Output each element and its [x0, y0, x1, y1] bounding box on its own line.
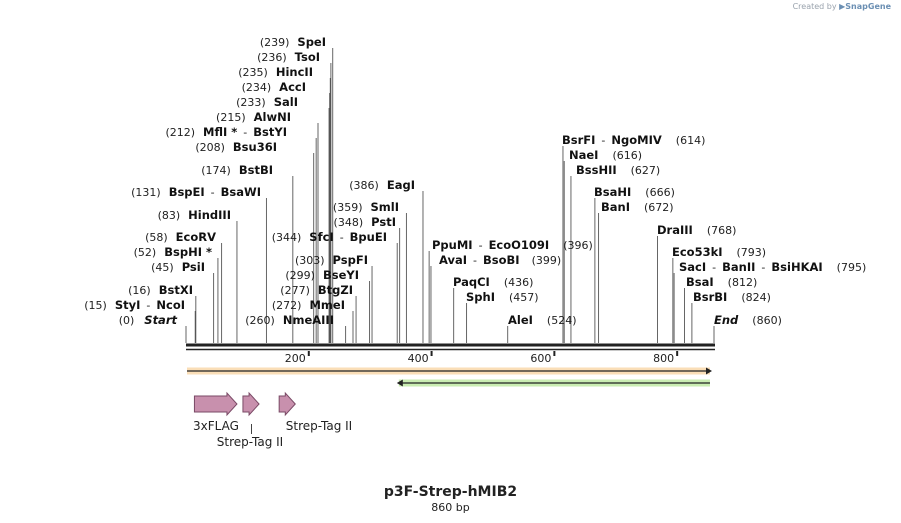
- ruler-ticks: 200 400 600 800: [285, 351, 679, 365]
- site-label: (235) HincII: [238, 65, 313, 79]
- site-label: AvaI - BsoBI (399): [439, 253, 561, 267]
- site-label: BsaI (812): [686, 275, 757, 289]
- feature-arrow: [242, 391, 260, 417]
- plasmid-name: p3F-Strep-hMIB2: [383, 484, 518, 500]
- site-label: (174) BstBI: [201, 163, 273, 177]
- site-label: (16) BstXI: [128, 283, 193, 297]
- feature-label-3xflag: 3xFLAG: [193, 419, 239, 433]
- site-label: (83) HindIII: [158, 208, 231, 222]
- site-label: Eco53kI (793): [672, 245, 766, 259]
- site-label: (348) PstI: [334, 215, 396, 229]
- site-leaders: [185, 48, 715, 343]
- snapgene-logo-icon: ▶: [839, 2, 846, 11]
- ruler-tick-label: 600: [530, 352, 551, 365]
- site-label: DraIII (768): [657, 223, 736, 237]
- feature-label-strep-tag-2: Strep-Tag II: [286, 419, 352, 433]
- ruler-tick-label: 200: [285, 352, 306, 365]
- feature-label-strep-tag-1: Strep-Tag II: [217, 435, 283, 449]
- site-label: (272) MmeI: [272, 298, 345, 312]
- site-label: (233) SalI: [236, 95, 298, 109]
- site-label: (239) SpeI: [260, 35, 326, 49]
- watermark-brand: SnapGene: [845, 2, 891, 11]
- site-label: (208) Bsu36I: [195, 140, 277, 154]
- site-labels: (239) SpeI (236) TsoI (235) HincII (234) Acc…: [84, 35, 866, 327]
- watermark-prefix: Created by: [792, 2, 837, 11]
- site-label: (215) AlwNI: [216, 110, 291, 124]
- site-label-end: End (860): [714, 313, 782, 327]
- site-label: (45) PsiI: [151, 260, 205, 274]
- site-label: (15) StyI - NcoI: [84, 298, 185, 312]
- site-label: (344) SfcI - BpuEI: [272, 230, 387, 244]
- site-label: (277) BtgZI: [280, 283, 353, 297]
- site-label: BsaHI (666): [594, 185, 675, 199]
- site-label: (236) TsoI: [257, 50, 320, 64]
- plasmid-length: 860 bp: [431, 501, 470, 514]
- site-label: BsrBI (824): [693, 290, 771, 304]
- site-label: (303) PspFI: [295, 253, 368, 267]
- snapgene-watermark: Created by ▶SnapGene: [793, 2, 891, 11]
- site-label: (131) BspEI - BsaWI: [131, 185, 261, 199]
- site-label: BanI (672): [601, 200, 674, 214]
- site-label: NaeI (616): [569, 148, 642, 162]
- site-label: (234) AccI: [242, 80, 306, 94]
- orf-arrows: [187, 367, 712, 387]
- site-label: BsrFI - NgoMIV (614): [562, 133, 705, 147]
- site-label: (212) MflI * - BstYI: [165, 125, 287, 139]
- orf-arrowhead: [706, 367, 712, 375]
- site-label: BssHII (627): [576, 163, 660, 177]
- site-label: SphI (457): [466, 290, 539, 304]
- site-label: (386) EagI: [349, 178, 415, 192]
- site-label: PaqCI (436): [453, 275, 533, 289]
- feature-arrow: [278, 391, 296, 417]
- site-label: (52) BspHI *: [134, 245, 212, 259]
- site-label: (359) SmlI: [333, 200, 399, 214]
- feature-arrows: [193, 391, 296, 417]
- site-label: (58) EcoRV: [145, 230, 216, 244]
- site-label: AleI (524): [508, 313, 577, 327]
- orf-arrowhead: [396, 379, 403, 387]
- site-label: (260) NmeAIII: [245, 313, 334, 327]
- site-label: (299) BseYI: [285, 268, 359, 282]
- feature-arrow: [193, 391, 238, 417]
- ruler-tick-label: 800: [653, 352, 674, 365]
- site-label: SacI - BanII - BsiHKAI (795): [679, 260, 866, 274]
- site-label-start: (0) Start: [119, 313, 178, 327]
- ruler-tick-label: 400: [408, 352, 429, 365]
- site-label: PpuMI - EcoO109I (396): [432, 238, 593, 252]
